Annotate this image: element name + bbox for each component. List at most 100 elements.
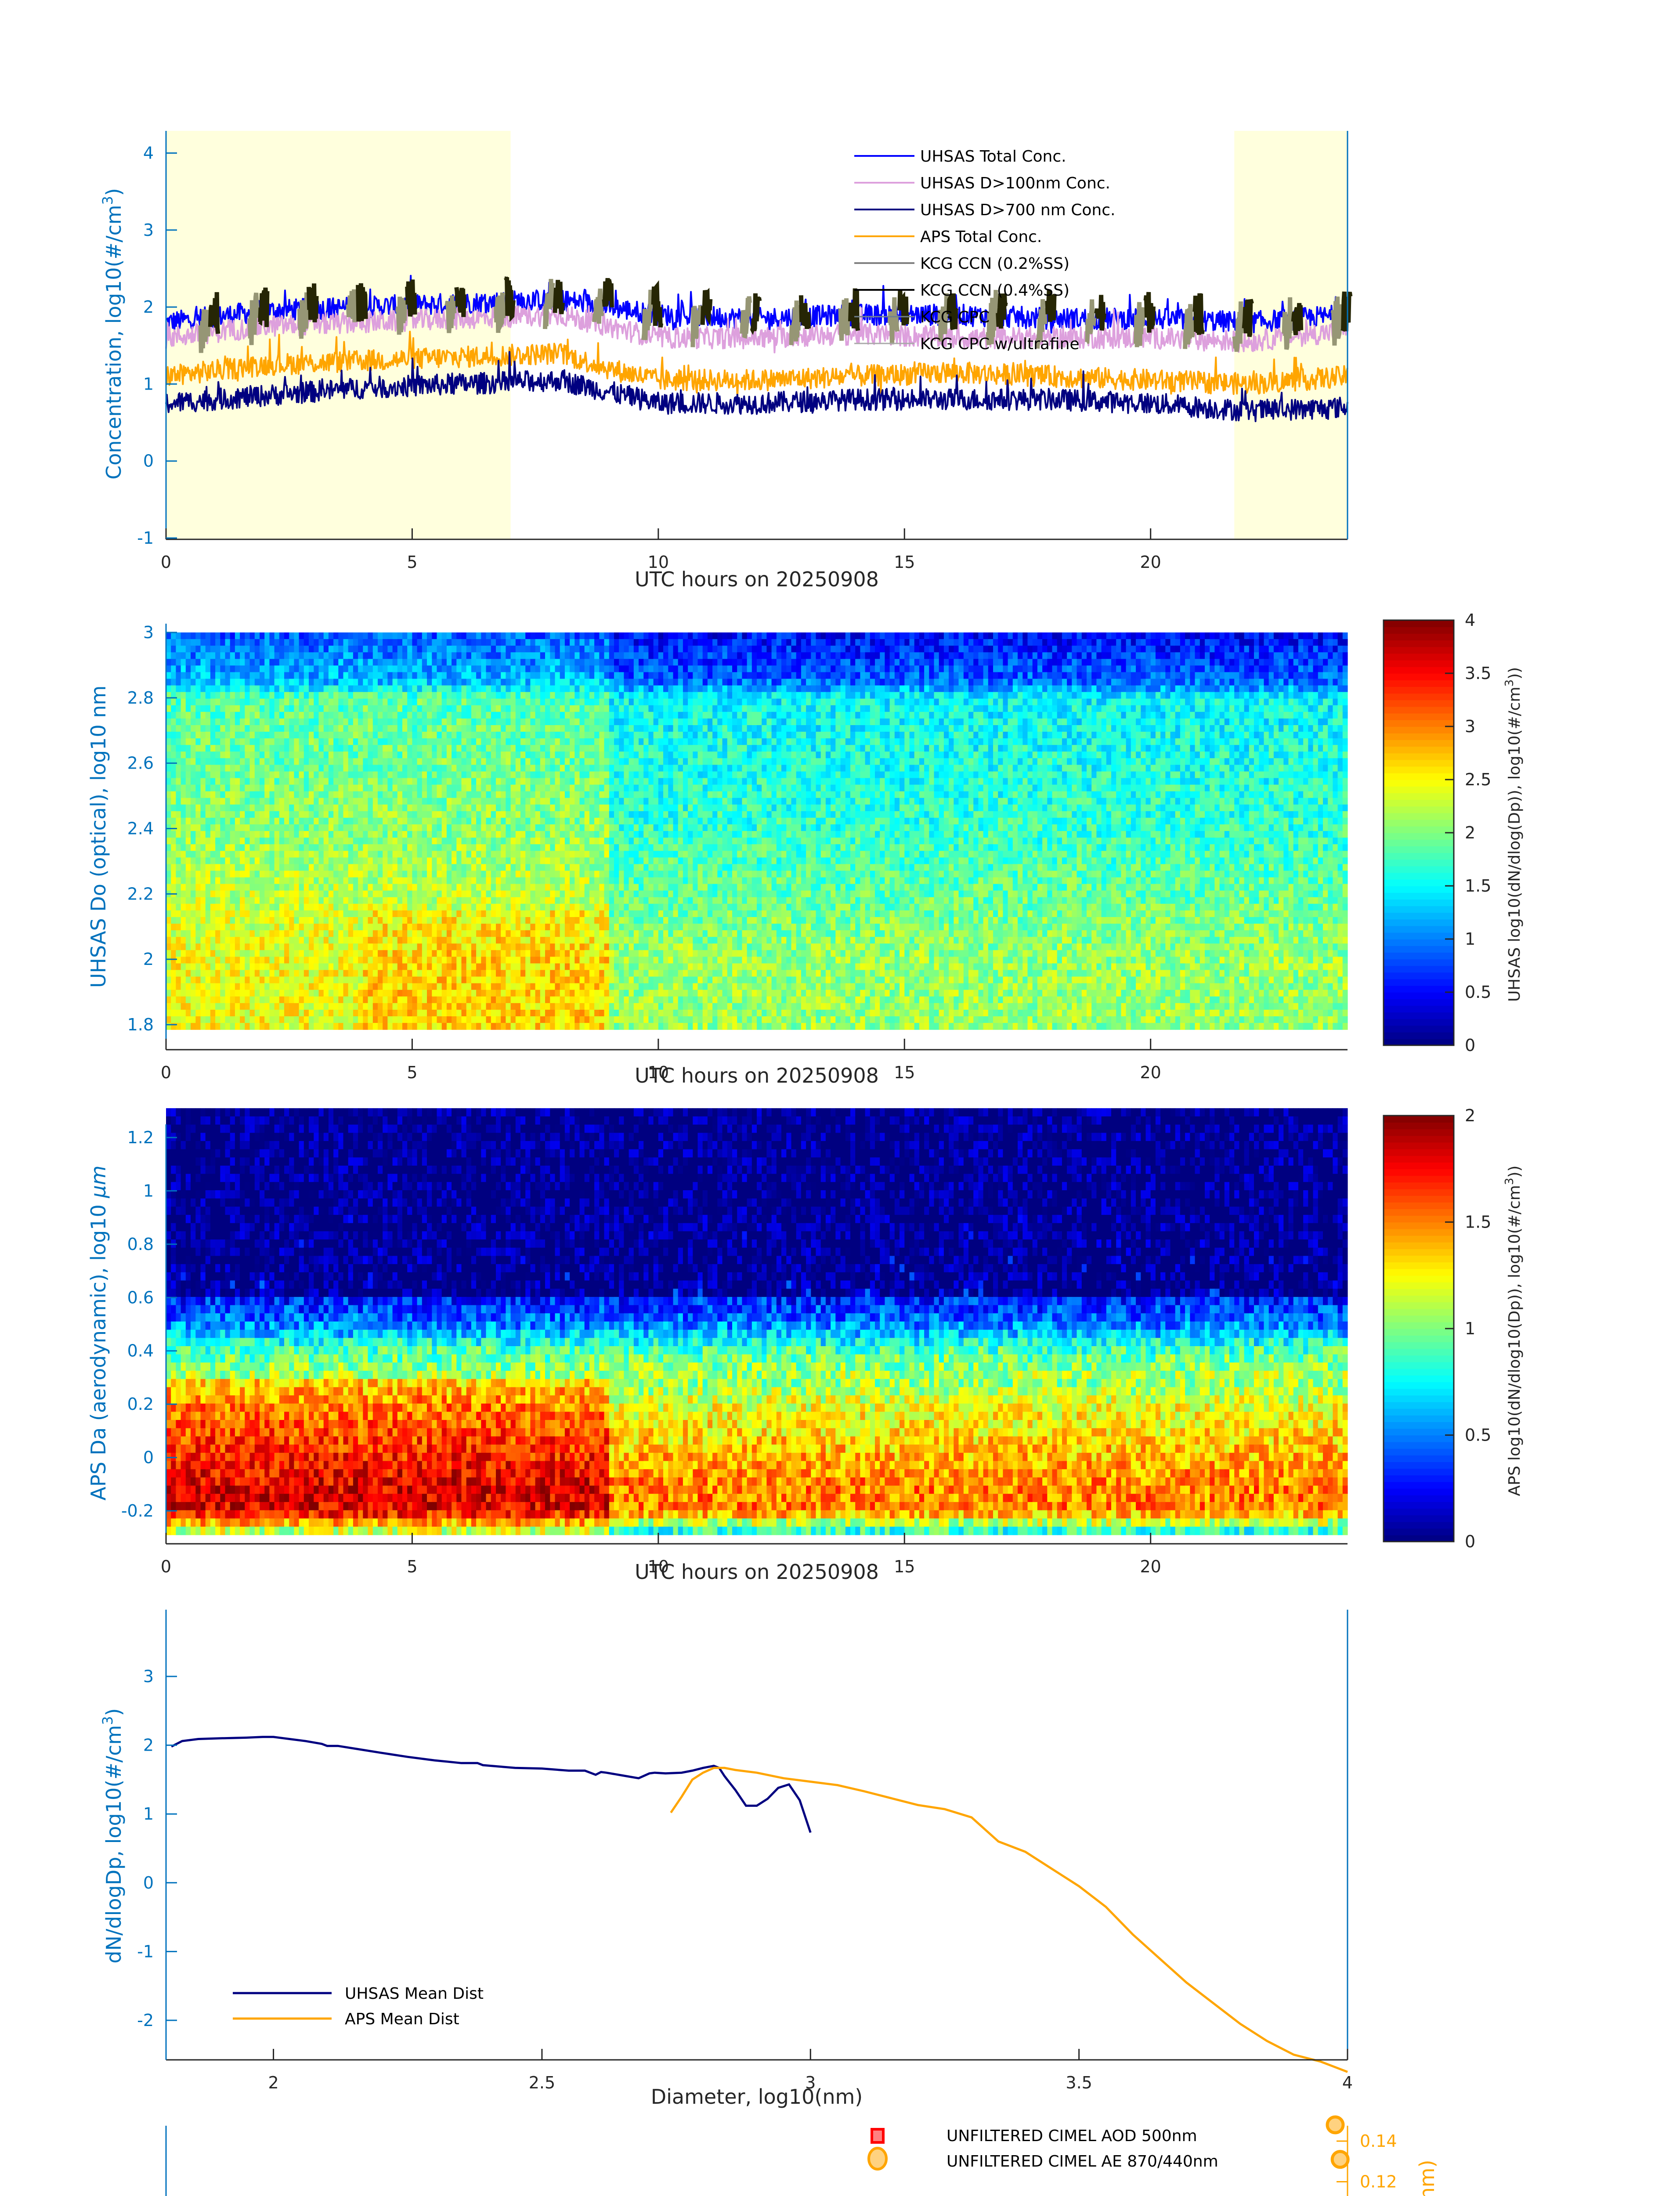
heatmap-cell (520, 646, 526, 653)
heatmap-cell (791, 732, 797, 739)
heatmap-cell (1264, 672, 1269, 679)
heatmap-cell (1289, 719, 1294, 726)
heatmap-cell (452, 745, 457, 752)
heatmap-cell (654, 652, 659, 659)
ccn-04-spike (309, 283, 317, 322)
heatmap-cell (589, 632, 595, 639)
heatmap-cell (220, 639, 225, 646)
heatmap-cell (580, 659, 585, 666)
heatmap-cell (673, 725, 679, 732)
heatmap-cell (890, 665, 895, 672)
heatmap-cell (427, 725, 432, 732)
heatmap-cell (580, 646, 585, 653)
heatmap-cell (1190, 686, 1195, 693)
heatmap-cell (900, 719, 905, 726)
heatmap-cell (835, 672, 841, 679)
heatmap-cell (604, 686, 610, 693)
heatmap-cell (609, 732, 614, 739)
heatmap-cell (1190, 751, 1195, 758)
heatmap-cell (1254, 725, 1259, 732)
heatmap-cell (462, 639, 467, 646)
heatmap-cell (865, 632, 871, 639)
ccn-04-spike (555, 280, 563, 314)
heatmap-cell (959, 712, 964, 719)
heatmap-cell (723, 686, 728, 693)
heatmap-cell (1072, 686, 1077, 693)
heatmap-cell (462, 686, 467, 693)
heatmap-cell (550, 692, 555, 699)
heatmap-cell (845, 646, 851, 653)
heatmap-cell (181, 719, 186, 726)
heatmap-cell (462, 712, 467, 719)
heatmap-cell (1333, 751, 1338, 758)
heatmap-cell (580, 719, 585, 726)
heatmap-cell (1333, 699, 1338, 706)
heatmap-cell (1091, 672, 1097, 679)
heatmap-cell (1171, 646, 1176, 653)
heatmap-cell (1298, 639, 1304, 646)
heatmap-cell (717, 692, 723, 699)
heatmap-cell (368, 699, 373, 706)
heatmap-cell (1013, 699, 1018, 706)
heatmap-cell (427, 686, 432, 693)
heatmap-cell (466, 758, 472, 765)
heatmap-cell (634, 686, 639, 693)
heatmap-cell (447, 732, 452, 739)
heatmap-cell (904, 672, 910, 679)
x-axis-label: UTC hours on 20250908 (635, 567, 879, 591)
heatmap-cell (629, 751, 634, 758)
heatmap-cell (1165, 659, 1171, 666)
heatmap-cell (914, 665, 920, 672)
heatmap-cell (1220, 692, 1225, 699)
heatmap-cell (949, 705, 954, 712)
heatmap-cell (545, 632, 550, 639)
heatmap-cell (821, 705, 826, 712)
heatmap-cell (1180, 665, 1185, 672)
heatmap-cell (801, 672, 806, 679)
heatmap-cell (1279, 665, 1284, 672)
heatmap-cell (796, 751, 802, 758)
heatmap-cell (220, 712, 225, 719)
heatmap-cell (1018, 672, 1023, 679)
heatmap-cell (235, 725, 240, 732)
heatmap-cell (643, 751, 649, 758)
heatmap-cell (1136, 646, 1141, 653)
heatmap-cell (215, 712, 220, 719)
heatmap-cell (1244, 719, 1250, 726)
heatmap-cell (693, 745, 698, 752)
heatmap-cell (826, 692, 831, 699)
heatmap-cell (501, 738, 506, 745)
heatmap-cell (378, 659, 383, 666)
heatmap-cell (978, 692, 983, 699)
heatmap-cell (643, 646, 649, 653)
heatmap-cell (1057, 659, 1062, 666)
heatmap-cell (491, 639, 496, 646)
heatmap-cell (447, 639, 452, 646)
heatmap-cell (880, 692, 885, 699)
heatmap-cell (1087, 719, 1092, 726)
heatmap-cell (333, 705, 339, 712)
heatmap-cell (1037, 639, 1043, 646)
heatmap-cell (885, 725, 890, 732)
heatmap-cell (663, 665, 668, 672)
heatmap-cell (225, 639, 231, 646)
heatmap-cell (841, 699, 846, 706)
heatmap-cell (260, 679, 265, 686)
heatmap-cell (594, 686, 600, 693)
heatmap-cell (348, 745, 354, 752)
heatmap-cell (806, 639, 811, 646)
heatmap-cell (648, 732, 654, 739)
heatmap-cell (983, 745, 989, 752)
heatmap-cell (501, 632, 506, 639)
heatmap-cell (289, 745, 294, 752)
heatmap-cell (279, 672, 285, 679)
heatmap-cell (648, 632, 654, 639)
heatmap-cell (1003, 712, 1008, 719)
heatmap-cell (585, 725, 590, 732)
heatmap-cell (599, 738, 604, 745)
heatmap-cell (806, 692, 811, 699)
heatmap-cell (1283, 639, 1289, 646)
heatmap-cell (1047, 732, 1052, 739)
heatmap-cell (432, 632, 437, 639)
heatmap-cell (206, 725, 211, 732)
